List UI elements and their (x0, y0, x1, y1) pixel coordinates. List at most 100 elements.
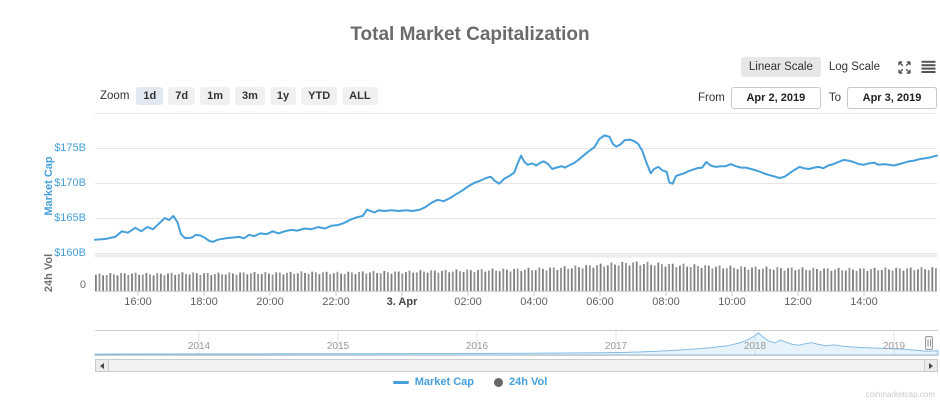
volume-bar (322, 272, 324, 291)
volume-bar (743, 267, 746, 291)
chart-plot-area[interactable] (95, 113, 937, 291)
navigator-year-label: 2016 (465, 341, 489, 352)
volume-bar (300, 271, 303, 291)
volume-bar (794, 270, 797, 291)
to-date-input[interactable] (847, 87, 937, 109)
volume-bar (289, 271, 292, 291)
volume-bar (451, 271, 454, 291)
navigator-handle[interactable] (925, 336, 933, 350)
navigator-scrollbar[interactable] (95, 359, 938, 372)
volume-bar (351, 272, 353, 291)
navigator-year-label: 2015 (326, 341, 350, 352)
volume-bar (787, 268, 789, 291)
volume-bar (415, 272, 418, 291)
volume-bar (239, 272, 241, 291)
volume-bar (671, 263, 674, 291)
volume-bar (127, 275, 130, 291)
volume-bar (754, 266, 757, 291)
volume-bar (823, 268, 825, 291)
zoom-button-1y[interactable]: 1y (269, 87, 297, 105)
volume-bar (426, 272, 429, 291)
volume-bar (722, 268, 725, 291)
volume-bar (675, 267, 678, 291)
volume-bar (214, 274, 216, 291)
volume-bar (278, 272, 281, 291)
xaxis-tick: 10:00 (718, 296, 746, 308)
zoom-button-7d[interactable]: 7d (168, 87, 196, 105)
volume-bar (275, 272, 278, 291)
from-date-input[interactable] (730, 87, 821, 109)
volume-bar (387, 272, 389, 291)
menu-button[interactable] (921, 60, 936, 74)
volume-bar (459, 271, 461, 291)
volume-bar (830, 270, 833, 291)
volume-bar (224, 274, 227, 291)
volume-bar (909, 267, 912, 291)
volume-bar (195, 273, 198, 291)
navigator-gridlines (198, 330, 895, 356)
zoom-button-1m[interactable]: 1m (200, 87, 230, 105)
log-scale-button[interactable]: Log Scale (828, 61, 880, 73)
xaxis-tick: 20:00 (256, 296, 284, 308)
volume-bar (902, 270, 905, 291)
volume-bar (625, 262, 627, 291)
volume-bar (332, 273, 335, 291)
zoom-button-all[interactable]: ALL (342, 87, 378, 105)
volume-bar (329, 274, 332, 291)
zoom-button-1d[interactable]: 1d (136, 87, 164, 105)
volume-bar (134, 272, 137, 291)
volume-bar (113, 274, 115, 291)
volume-bar (473, 272, 476, 291)
legend-item-market-cap[interactable]: Market Cap (392, 376, 474, 388)
volume-bar (646, 261, 649, 291)
zoom-bar: Zoom 1d 7d 1m 3m 1y YTD ALL (100, 87, 383, 105)
legend-item-24h-vol[interactable]: 24h Vol (493, 376, 547, 388)
page-title: Total Market Capitalization (350, 24, 590, 45)
volume-bar (592, 267, 595, 291)
line-marker-icon (392, 380, 409, 384)
volume-bar (325, 271, 328, 291)
yaxis-tick-170b: $170B (54, 177, 86, 189)
volume-bar (390, 273, 393, 291)
circle-marker-icon (493, 377, 503, 387)
volume-bar (177, 274, 180, 291)
volume-bar (704, 265, 707, 291)
volume-bar (628, 265, 631, 291)
volume-bar (837, 267, 840, 291)
volume-bar (715, 266, 717, 291)
zoom-button-ytd[interactable]: YTD (301, 87, 338, 105)
xaxis-tick-day: 3. Apr (386, 296, 418, 308)
zoom-label: Zoom (100, 90, 130, 102)
volume-bar (477, 269, 479, 291)
linear-scale-button[interactable]: Linear Scale (740, 57, 821, 77)
volume-bar (635, 261, 638, 291)
volume-bar (210, 275, 213, 291)
volume-bar (379, 273, 382, 291)
volume-bar (599, 263, 602, 291)
volume-bar (801, 267, 804, 291)
volume-bar (246, 274, 249, 291)
volume-bar (516, 268, 519, 291)
volume-bar (361, 271, 364, 291)
volume-bar (808, 270, 811, 291)
volume-bar (271, 274, 274, 291)
fullscreen-button[interactable] (897, 60, 912, 75)
scrollbar-left-arrow[interactable] (96, 360, 109, 371)
volume-bar (105, 275, 108, 291)
volume-bar (819, 270, 822, 291)
volume-bar (780, 268, 782, 291)
left-triangle-icon (100, 362, 104, 369)
scrollbar-right-arrow[interactable] (924, 360, 937, 371)
volume-bar (188, 274, 191, 291)
watermark: coinmarketcap.com (865, 390, 935, 399)
xaxis-tick: 06:00 (586, 296, 614, 308)
zoom-button-3m[interactable]: 3m (235, 87, 265, 105)
navigator[interactable] (94, 330, 939, 356)
volume-bar (762, 268, 764, 291)
volume-bar (376, 273, 378, 291)
volume-bar (913, 270, 916, 291)
volume-bar (812, 267, 815, 291)
volume-bars (95, 261, 937, 291)
scale-toggle: Linear Scale Log Scale (740, 57, 936, 77)
volume-bar (848, 267, 851, 291)
